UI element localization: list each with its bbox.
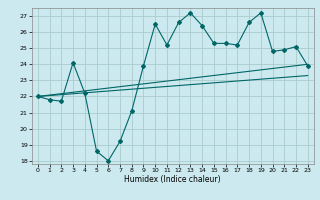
X-axis label: Humidex (Indice chaleur): Humidex (Indice chaleur)	[124, 175, 221, 184]
